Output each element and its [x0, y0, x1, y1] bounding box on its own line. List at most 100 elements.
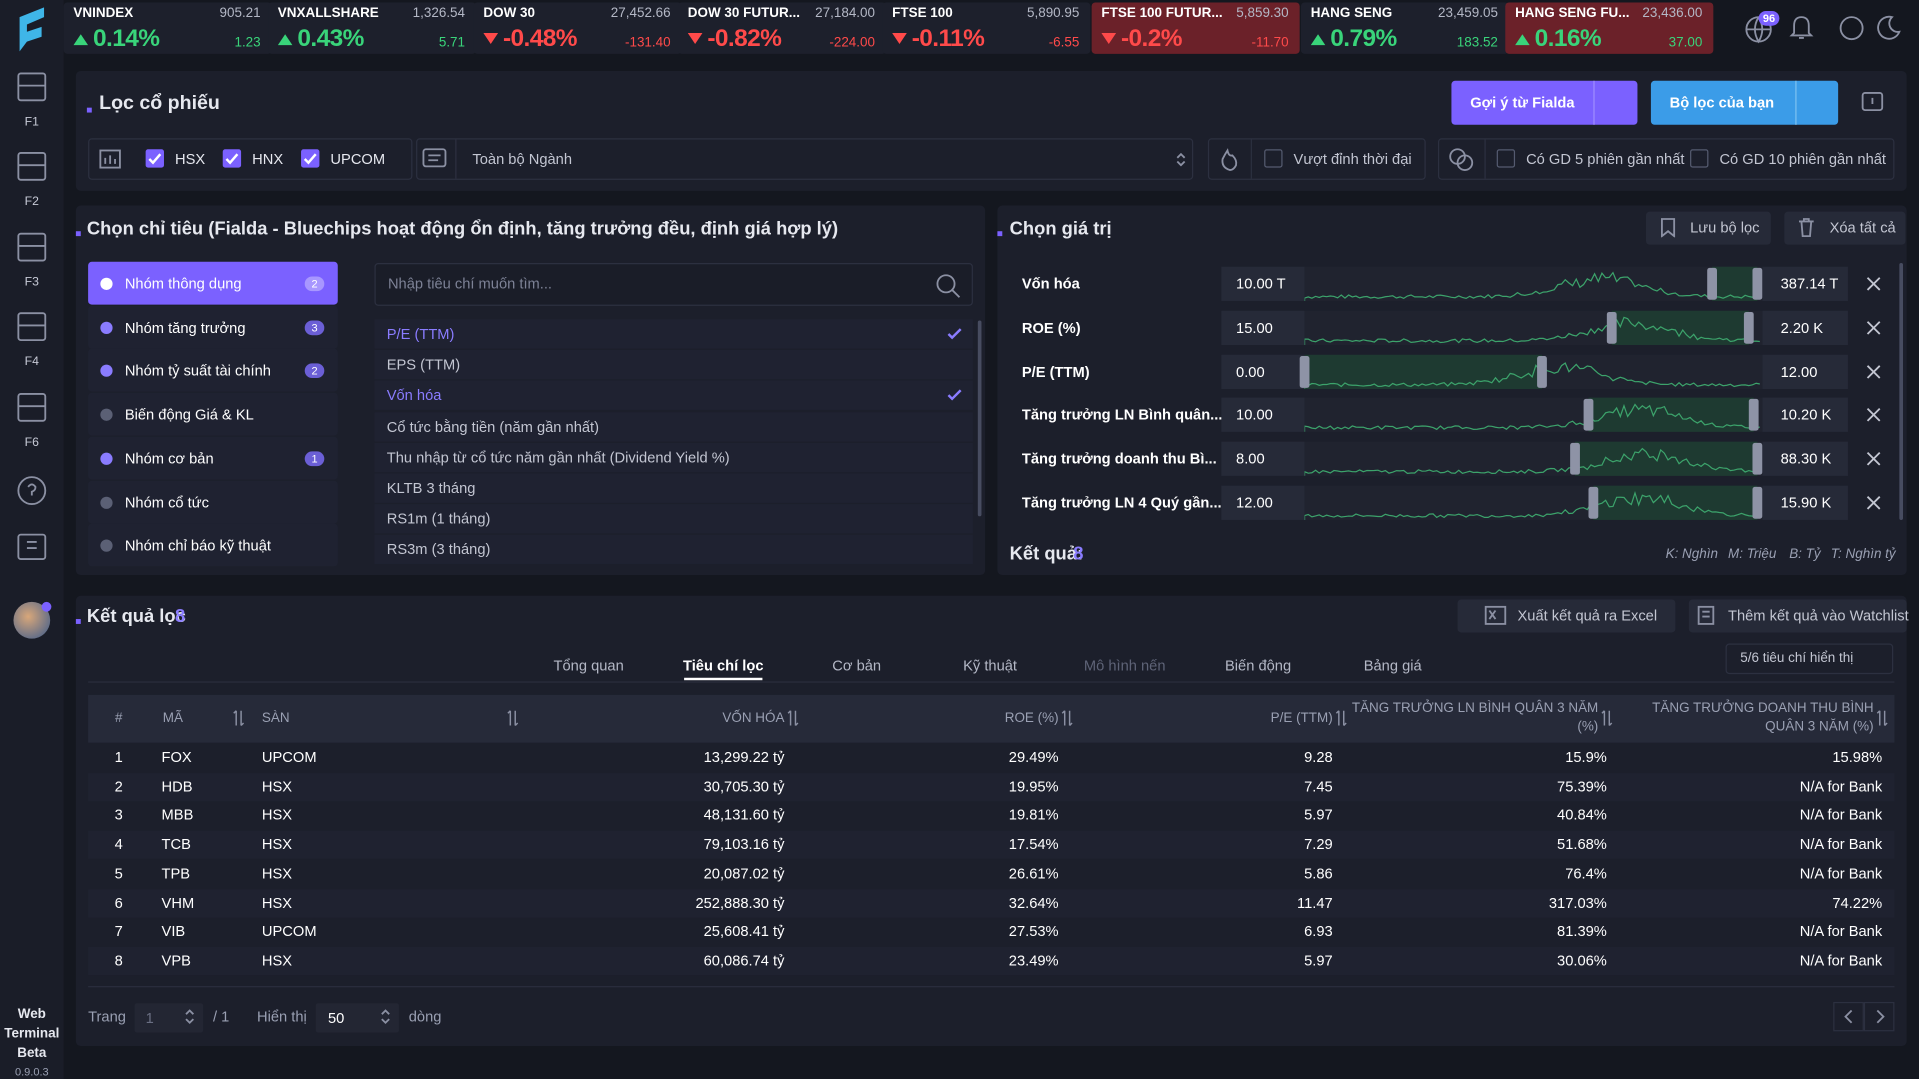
- table-row[interactable]: [88, 772, 1895, 801]
- column-header[interactable]: SÀN: [261, 710, 290, 726]
- watchlist-button[interactable]: [1688, 599, 1907, 633]
- ticker[interactable]: [63, 2, 272, 54]
- column-header[interactable]: VỐN HÓA: [722, 710, 785, 726]
- page-input[interactable]: [134, 1003, 204, 1033]
- tab[interactable]: Tiêu chí lọc: [683, 656, 764, 675]
- size-input[interactable]: [315, 1003, 399, 1033]
- clear-button[interactable]: [1784, 211, 1906, 245]
- my-filter-button[interactable]: [1650, 80, 1839, 125]
- min-input[interactable]: [1221, 398, 1305, 433]
- checkbox[interactable]: [145, 149, 164, 168]
- sort-icon[interactable]: [1876, 710, 1888, 727]
- criteria-row[interactable]: [374, 473, 973, 503]
- checkbox[interactable]: [1690, 149, 1709, 168]
- max-input[interactable]: [1762, 354, 1848, 389]
- slider-handle[interactable]: [1588, 486, 1598, 519]
- sort-icon[interactable]: [233, 710, 245, 727]
- slider-handle[interactable]: [1752, 267, 1763, 300]
- max-input[interactable]: [1762, 310, 1848, 345]
- criteria-row[interactable]: [374, 442, 973, 472]
- suggest-button[interactable]: [1451, 80, 1638, 125]
- industry-select[interactable]: [416, 138, 1194, 180]
- checkbox[interactable]: [222, 149, 242, 168]
- ticker[interactable]: [473, 2, 682, 54]
- column-header[interactable]: MÃ: [162, 710, 183, 726]
- checkbox[interactable]: [1496, 149, 1516, 168]
- table-row[interactable]: [88, 744, 1894, 772]
- remove-row[interactable]: [1865, 275, 1882, 292]
- table-row[interactable]: [88, 860, 1894, 888]
- table-row[interactable]: [88, 802, 1894, 830]
- tab[interactable]: Tổng quan: [553, 656, 624, 675]
- feedback-button[interactable]: [1850, 81, 1894, 125]
- help-icon[interactable]: [16, 475, 48, 507]
- criteria-row[interactable]: [374, 380, 973, 411]
- tab[interactable]: Bảng giá: [1363, 656, 1422, 675]
- sidebar-icon[interactable]: [16, 231, 48, 263]
- sidebar-icon[interactable]: [16, 150, 48, 182]
- bell-icon[interactable]: [1788, 13, 1815, 40]
- column-header[interactable]: #: [114, 710, 123, 726]
- criteria-row[interactable]: [374, 504, 973, 534]
- min-input[interactable]: [1221, 266, 1305, 301]
- slider-handle[interactable]: [1752, 486, 1763, 519]
- column-header[interactable]: TĂNG TRƯỞNG LN BÌNH QUÂN 3 NĂM (%): [1351, 701, 1599, 735]
- slider-handle[interactable]: [1743, 311, 1754, 344]
- slider-handle[interactable]: [1299, 355, 1310, 388]
- group-row[interactable]: [88, 523, 338, 567]
- criteria-row[interactable]: [374, 535, 973, 565]
- sidebar-icon[interactable]: [16, 391, 48, 423]
- guide-icon[interactable]: [16, 531, 48, 563]
- slider-handle[interactable]: [1569, 443, 1580, 475]
- sidebar-icon[interactable]: [16, 71, 48, 103]
- group-row[interactable]: [88, 392, 338, 436]
- min-input[interactable]: [1221, 354, 1305, 389]
- ticker[interactable]: [677, 2, 887, 54]
- remove-row[interactable]: [1865, 363, 1882, 380]
- spinner[interactable]: [184, 1007, 196, 1027]
- group-row[interactable]: [88, 480, 338, 524]
- moon-icon[interactable]: [1875, 13, 1902, 40]
- criteria-row[interactable]: [374, 319, 973, 349]
- slider-handle[interactable]: [1707, 267, 1717, 300]
- column-header[interactable]: ROE (%): [1004, 710, 1059, 726]
- spinner[interactable]: [379, 1007, 391, 1027]
- ticker[interactable]: [268, 2, 477, 54]
- sort-icon[interactable]: [1335, 710, 1347, 727]
- slider-handle[interactable]: [1752, 443, 1763, 475]
- max-input[interactable]: [1762, 266, 1848, 301]
- group-row[interactable]: [88, 436, 338, 480]
- table-row[interactable]: [88, 946, 1895, 975]
- theme-icon[interactable]: [1837, 13, 1866, 42]
- prev-button[interactable]: [1833, 1001, 1864, 1032]
- min-input[interactable]: [1221, 485, 1305, 520]
- checkbox[interactable]: [301, 149, 320, 168]
- remove-row[interactable]: [1865, 450, 1882, 467]
- group-row[interactable]: [88, 305, 338, 349]
- table-row[interactable]: [88, 918, 1894, 946]
- columns-button[interactable]: [1725, 643, 1894, 675]
- sort-icon[interactable]: [507, 710, 519, 727]
- ticker[interactable]: [1505, 2, 1714, 54]
- next-button[interactable]: [1863, 1001, 1895, 1032]
- slider-handle[interactable]: [1748, 399, 1759, 432]
- sidebar-icon[interactable]: [16, 311, 48, 343]
- ticker[interactable]: [1300, 2, 1509, 54]
- save-button[interactable]: [1646, 211, 1771, 245]
- slider-handle[interactable]: [1583, 399, 1594, 432]
- table-row[interactable]: [88, 830, 1895, 859]
- remove-row[interactable]: [1865, 407, 1882, 424]
- ticker[interactable]: [882, 2, 1091, 54]
- criteria-row[interactable]: [374, 411, 973, 442]
- column-header[interactable]: TĂNG TRƯỞNG DOANH THU BÌNH QUÂN 3 NĂM (%…: [1652, 701, 1874, 735]
- remove-row[interactable]: [1865, 319, 1882, 336]
- search-input[interactable]: [374, 263, 973, 306]
- remove-row[interactable]: [1865, 494, 1882, 511]
- sort-icon[interactable]: [1061, 710, 1073, 727]
- tab[interactable]: Biến động: [1224, 656, 1292, 675]
- min-input[interactable]: [1221, 441, 1305, 477]
- group-row[interactable]: [88, 349, 338, 392]
- max-input[interactable]: [1762, 398, 1848, 433]
- slider-handle[interactable]: [1537, 355, 1548, 388]
- sort-icon[interactable]: [1601, 710, 1613, 727]
